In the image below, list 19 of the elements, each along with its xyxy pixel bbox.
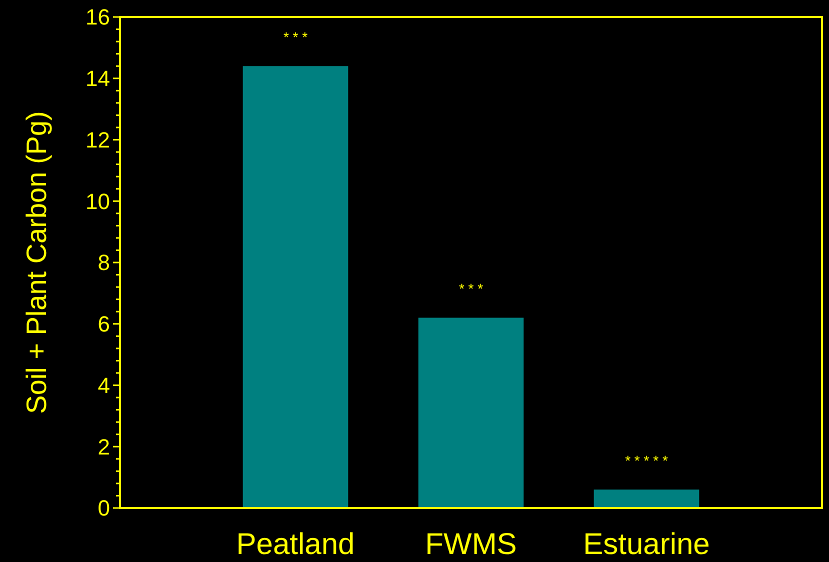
data-label: * * * * * (625, 452, 668, 469)
y-tick-label: 6 (98, 312, 110, 337)
y-axis-title: Soil + Plant Carbon (Pg) (21, 111, 52, 414)
bar (242, 66, 348, 508)
y-tick-label: 8 (98, 250, 110, 276)
y-tick-label: 14 (86, 66, 110, 92)
y-tick-label: 16 (86, 4, 110, 30)
y-tick-label: 4 (98, 372, 110, 398)
y-tick-label: 2 (98, 434, 110, 460)
bar (594, 490, 700, 508)
x-tick-label: FWMS (425, 528, 517, 561)
data-label: * * * (283, 29, 308, 46)
data-label: * * * (458, 280, 484, 297)
x-tick-label: Estuarine (583, 528, 710, 561)
y-tick-label: 10 (86, 188, 110, 214)
bar (418, 318, 524, 508)
y-tick-label: 12 (86, 127, 110, 152)
y-tick-label: 0 (98, 496, 110, 521)
x-tick-label: Peatland (236, 528, 355, 561)
